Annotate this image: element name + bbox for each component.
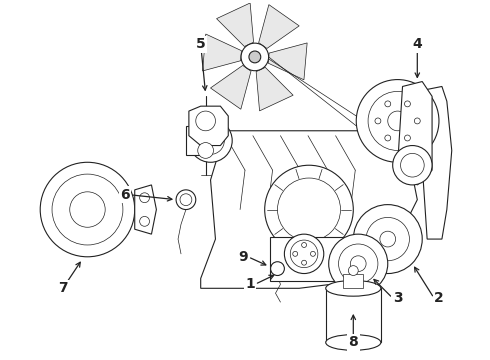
Circle shape: [339, 244, 378, 283]
Bar: [326, 288, 381, 342]
Circle shape: [375, 118, 381, 124]
Polygon shape: [256, 67, 293, 111]
Text: 4: 4: [413, 37, 422, 51]
Circle shape: [284, 234, 324, 274]
Circle shape: [348, 266, 358, 275]
Text: 6: 6: [120, 188, 130, 202]
Polygon shape: [417, 86, 452, 239]
Text: 8: 8: [348, 336, 358, 350]
Circle shape: [385, 101, 391, 107]
Circle shape: [405, 135, 411, 141]
Circle shape: [356, 80, 439, 162]
Text: 7: 7: [58, 281, 68, 295]
Polygon shape: [217, 3, 253, 46]
Circle shape: [52, 174, 123, 245]
Circle shape: [350, 256, 366, 271]
Polygon shape: [201, 131, 417, 288]
Text: 5: 5: [196, 37, 206, 51]
Circle shape: [400, 153, 424, 177]
Text: 2: 2: [434, 291, 444, 305]
Polygon shape: [268, 43, 307, 80]
Circle shape: [198, 143, 214, 158]
Text: 9: 9: [238, 250, 248, 264]
Polygon shape: [211, 66, 251, 109]
Circle shape: [140, 193, 149, 203]
Bar: [270, 237, 343, 282]
Circle shape: [241, 43, 269, 71]
Circle shape: [140, 216, 149, 226]
Circle shape: [180, 194, 192, 206]
Bar: [343, 274, 363, 288]
Circle shape: [311, 251, 316, 256]
Circle shape: [380, 231, 395, 247]
Circle shape: [388, 111, 408, 131]
Circle shape: [368, 91, 427, 150]
Text: 1: 1: [245, 277, 255, 291]
Circle shape: [302, 260, 307, 265]
Circle shape: [392, 145, 432, 185]
Circle shape: [329, 234, 388, 293]
Circle shape: [270, 262, 284, 275]
Circle shape: [249, 51, 261, 63]
Circle shape: [405, 101, 411, 107]
Circle shape: [366, 217, 410, 261]
Bar: [186, 126, 201, 156]
Polygon shape: [135, 185, 156, 234]
Circle shape: [196, 111, 216, 131]
Circle shape: [353, 204, 422, 274]
Circle shape: [385, 135, 391, 141]
Circle shape: [277, 178, 341, 241]
Polygon shape: [202, 34, 242, 71]
Polygon shape: [397, 82, 432, 185]
Circle shape: [290, 240, 318, 267]
Circle shape: [70, 192, 105, 227]
Text: 3: 3: [392, 291, 402, 305]
Ellipse shape: [326, 334, 381, 350]
Circle shape: [40, 162, 135, 257]
Circle shape: [265, 165, 353, 254]
Circle shape: [415, 118, 420, 124]
Polygon shape: [259, 5, 299, 49]
Circle shape: [189, 119, 232, 162]
Ellipse shape: [326, 280, 381, 296]
Polygon shape: [189, 106, 228, 145]
Circle shape: [197, 127, 224, 154]
Circle shape: [176, 190, 196, 210]
Circle shape: [302, 243, 307, 247]
Circle shape: [293, 251, 297, 256]
